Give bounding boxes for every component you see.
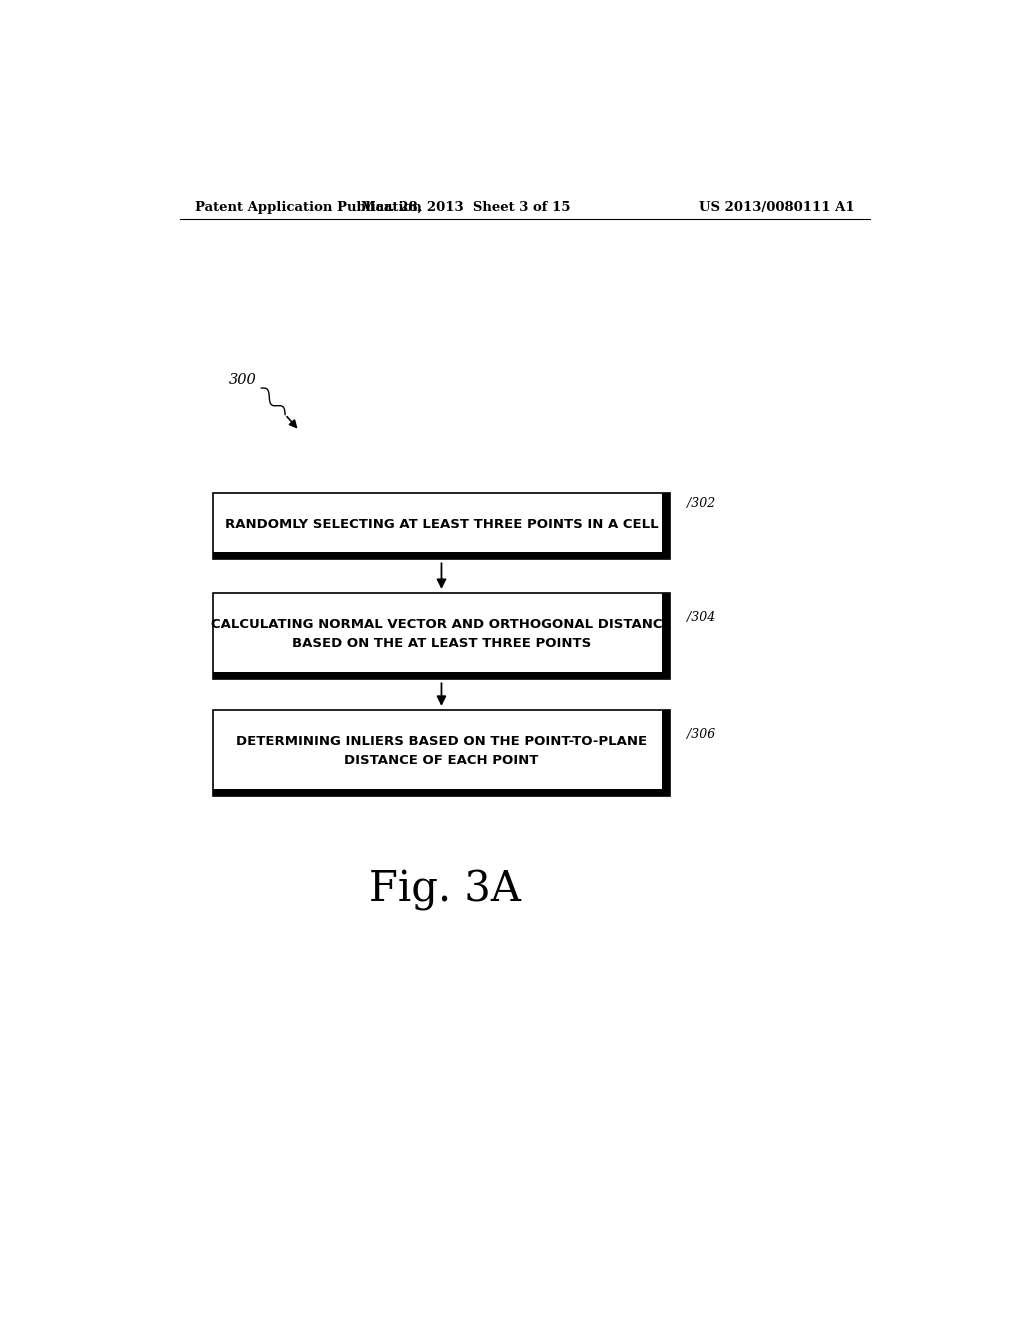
Text: Patent Application Publication: Patent Application Publication [196, 201, 422, 214]
Bar [662, 593, 670, 680]
Text: /304: /304 [687, 611, 716, 624]
Text: /302: /302 [687, 498, 716, 511]
Bar [213, 710, 670, 796]
Bar [662, 710, 670, 796]
Text: /306: /306 [687, 729, 716, 742]
Bar [213, 789, 670, 796]
Bar [213, 672, 670, 680]
Text: Fig. 3A: Fig. 3A [370, 869, 521, 911]
Text: RANDOMLY SELECTING AT LEAST THREE POINTS IN A CELL: RANDOMLY SELECTING AT LEAST THREE POINTS… [224, 517, 658, 531]
Bar [213, 593, 670, 680]
Bar [213, 494, 670, 560]
Text: DETERMINING INLIERS BASED ON THE POINT-TO-PLANE
DISTANCE OF EACH POINT: DETERMINING INLIERS BASED ON THE POINT-T… [236, 735, 647, 767]
Text: Mar. 28, 2013  Sheet 3 of 15: Mar. 28, 2013 Sheet 3 of 15 [360, 201, 570, 214]
Bar [662, 494, 670, 560]
Text: 300: 300 [228, 374, 257, 387]
Text: US 2013/0080111 A1: US 2013/0080111 A1 [698, 201, 854, 214]
Text: CALCULATING NORMAL VECTOR AND ORTHOGONAL DISTANCE
BASED ON THE AT LEAST THREE PO: CALCULATING NORMAL VECTOR AND ORTHOGONAL… [211, 618, 672, 649]
Bar [213, 552, 670, 560]
